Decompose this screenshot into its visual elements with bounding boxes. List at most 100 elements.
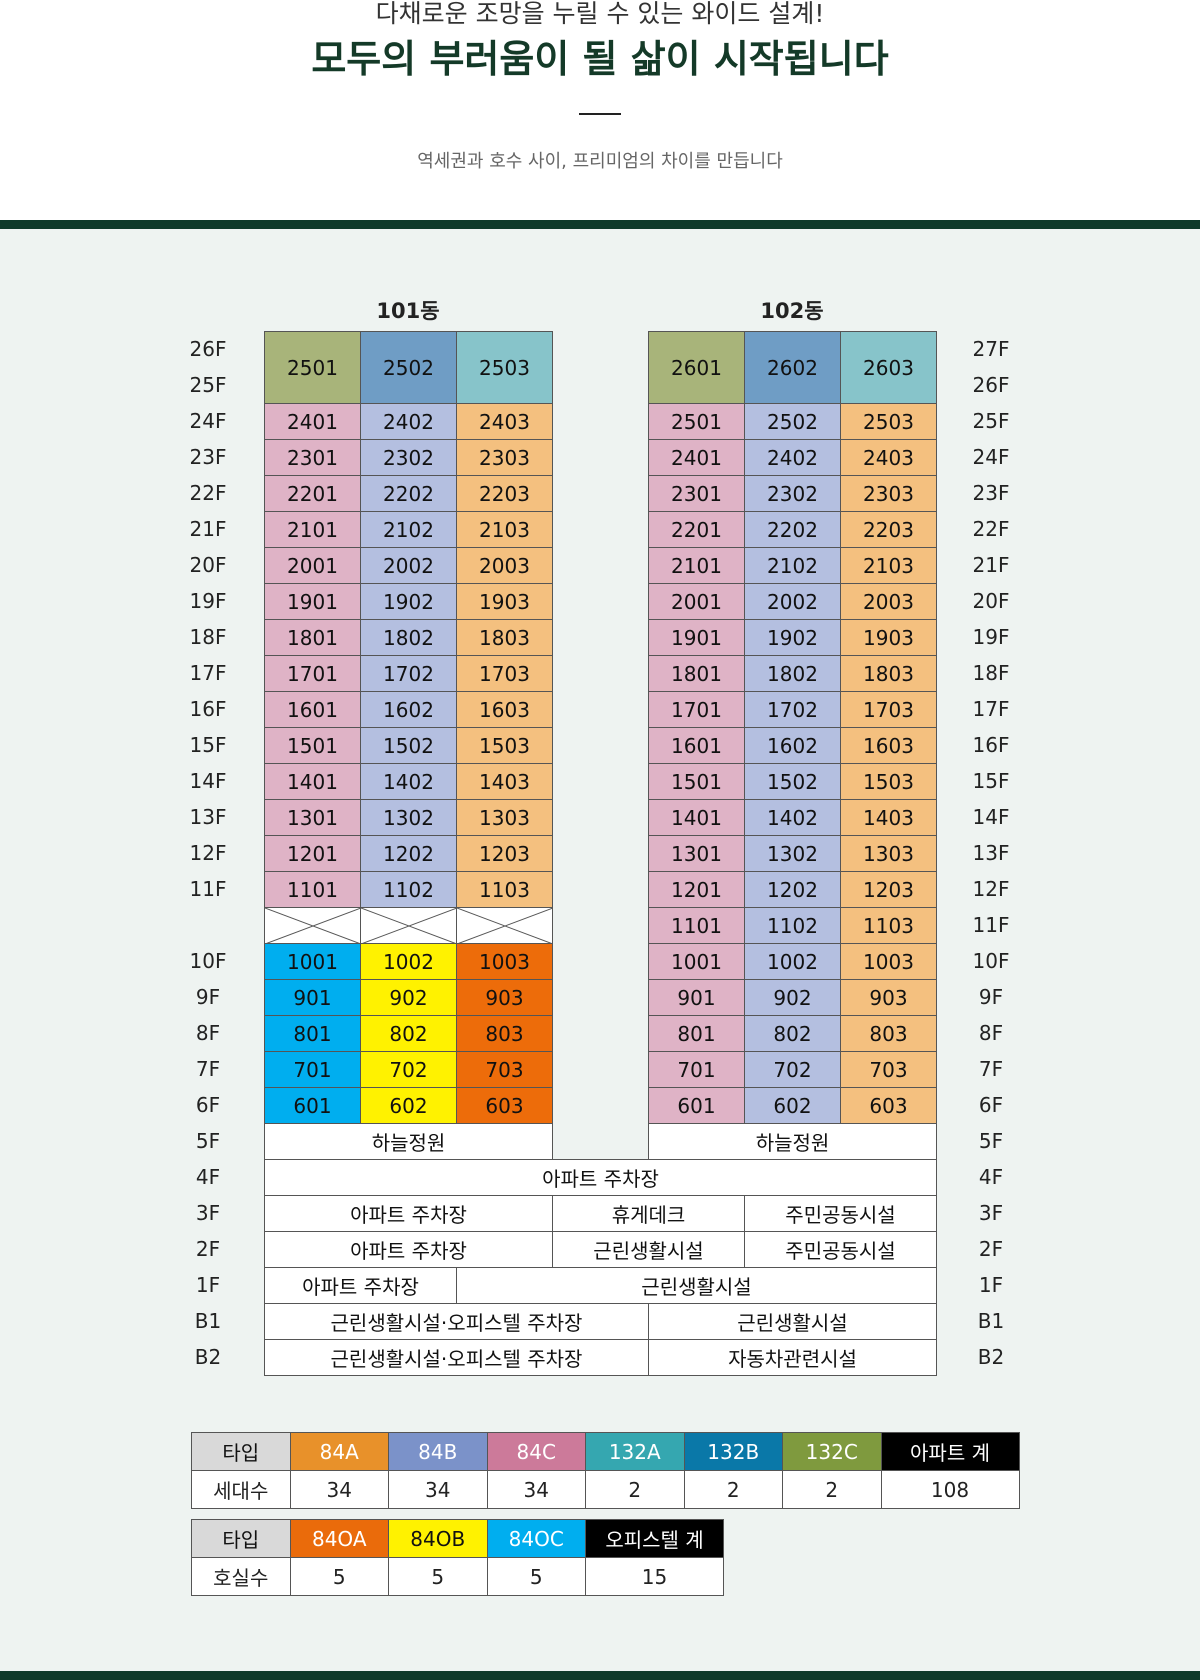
unit: 1403 <box>456 763 553 800</box>
table-cell: 108 <box>880 1470 1020 1509</box>
table-cell: 34 <box>486 1470 586 1509</box>
unit: 1302 <box>744 835 841 872</box>
unit: 1001 <box>264 943 361 980</box>
table-header: 타입 <box>191 1519 291 1558</box>
unit: 801 <box>264 1015 361 1052</box>
diagram-area <box>0 229 1200 1671</box>
table-header: 132A <box>585 1432 685 1471</box>
unit: 802 <box>744 1015 841 1052</box>
table-cell: 2 <box>585 1470 685 1509</box>
unit: 803 <box>456 1015 553 1052</box>
unit: 1702 <box>744 691 841 728</box>
unit: 1802 <box>744 655 841 692</box>
unit: 1202 <box>360 835 457 872</box>
unit: 1002 <box>360 943 457 980</box>
unit: 2403 <box>840 439 937 476</box>
unit: 1402 <box>360 763 457 800</box>
description: 역세권과 호수 사이, 프리미엄의 차이를 만듭니다 <box>417 151 783 172</box>
unit: 2303 <box>840 475 937 512</box>
floor-label: B2 <box>977 1345 1005 1369</box>
facility: 주민공동시설 <box>744 1231 937 1268</box>
facility: 하늘정원 <box>264 1123 553 1160</box>
table-header: 타입 <box>191 1432 291 1471</box>
unit: 702 <box>744 1051 841 1088</box>
unit: 902 <box>360 979 457 1016</box>
floor-label: 15F <box>972 769 1010 793</box>
unit-table: 타입 84A 84B 84C 132A 132B 132C 아파트 계 세대수 34 34 34 2 2 2… <box>191 1432 1020 1509</box>
penthouse-unit: 2503 <box>456 331 553 404</box>
floor-label: 18F <box>189 625 227 649</box>
floor-label: 6F <box>978 1093 1004 1117</box>
unit: 2101 <box>648 547 745 584</box>
unit: 1802 <box>360 619 457 656</box>
table-header: 84A <box>289 1432 389 1471</box>
floor-label: 23F <box>189 445 227 469</box>
blank-cell <box>264 907 361 944</box>
unit: 1902 <box>360 583 457 620</box>
unit: 2103 <box>456 511 553 548</box>
cross <box>361 908 456 943</box>
unit: 1602 <box>360 691 457 728</box>
unit: 1801 <box>648 655 745 692</box>
floor-label: 10F <box>972 949 1010 973</box>
unit: 2001 <box>264 547 361 584</box>
unit: 1502 <box>360 727 457 764</box>
unit: 2003 <box>456 547 553 584</box>
penthouse-unit: 2601 <box>648 331 745 404</box>
unit: 2402 <box>360 403 457 440</box>
unit: 1203 <box>456 835 553 872</box>
unit: 701 <box>264 1051 361 1088</box>
table-cell: 15 <box>585 1557 724 1596</box>
floor-label: 10F <box>189 949 227 973</box>
floor-label: 11F <box>189 877 227 901</box>
unit: 1103 <box>840 907 937 944</box>
unit: 2003 <box>840 583 937 620</box>
floor-label: 7F <box>978 1057 1004 1081</box>
facility: 근린생활시설·오피스텔 주차장 <box>264 1339 649 1376</box>
bottom-band <box>0 1671 1200 1680</box>
table-header: 아파트 계 <box>880 1432 1020 1471</box>
facility: 자동차관련시설 <box>648 1339 937 1376</box>
unit: 1202 <box>744 871 841 908</box>
table-row: 타입 84OA 84OB 84OC 오피스텔 계 <box>191 1519 724 1558</box>
floor-label: 17F <box>189 661 227 685</box>
unit: 801 <box>648 1015 745 1052</box>
unit: 701 <box>648 1051 745 1088</box>
unit: 1301 <box>264 799 361 836</box>
unit: 2402 <box>744 439 841 476</box>
unit: 1601 <box>648 727 745 764</box>
floor-label: 8F <box>978 1021 1004 1045</box>
unit: 2103 <box>840 547 937 584</box>
table-row: 세대수 34 34 34 2 2 2 108 <box>191 1470 1020 1509</box>
floor-label: 4F <box>195 1165 221 1189</box>
floor-label: 4F <box>978 1165 1004 1189</box>
cross <box>457 908 552 943</box>
table-cell: 34 <box>388 1470 488 1509</box>
floor-label: 13F <box>972 841 1010 865</box>
unit: 1901 <box>264 583 361 620</box>
floor-label: 24F <box>189 409 227 433</box>
facility: 아파트 주차장 <box>264 1195 553 1232</box>
unit: 1501 <box>264 727 361 764</box>
unit: 703 <box>840 1051 937 1088</box>
unit: 803 <box>840 1015 937 1052</box>
floor-label: 3F <box>195 1201 221 1225</box>
floor-label: 26F <box>189 337 227 361</box>
floor-label: 9F <box>195 985 221 1009</box>
building-name: 102동 <box>760 299 824 323</box>
unit: 602 <box>360 1087 457 1124</box>
unit: 1803 <box>456 619 553 656</box>
facility: 휴게데크 <box>552 1195 745 1232</box>
unit: 2202 <box>744 511 841 548</box>
unit: 802 <box>360 1015 457 1052</box>
unit: 2001 <box>648 583 745 620</box>
unit: 902 <box>744 979 841 1016</box>
floor-label: 21F <box>972 553 1010 577</box>
floor-label: 12F <box>189 841 227 865</box>
subtitle: 다채로운 조망을 누릴 수 있는 와이드 설계! <box>375 0 825 28</box>
unit: 1601 <box>264 691 361 728</box>
unit: 2303 <box>456 439 553 476</box>
unit: 901 <box>264 979 361 1016</box>
